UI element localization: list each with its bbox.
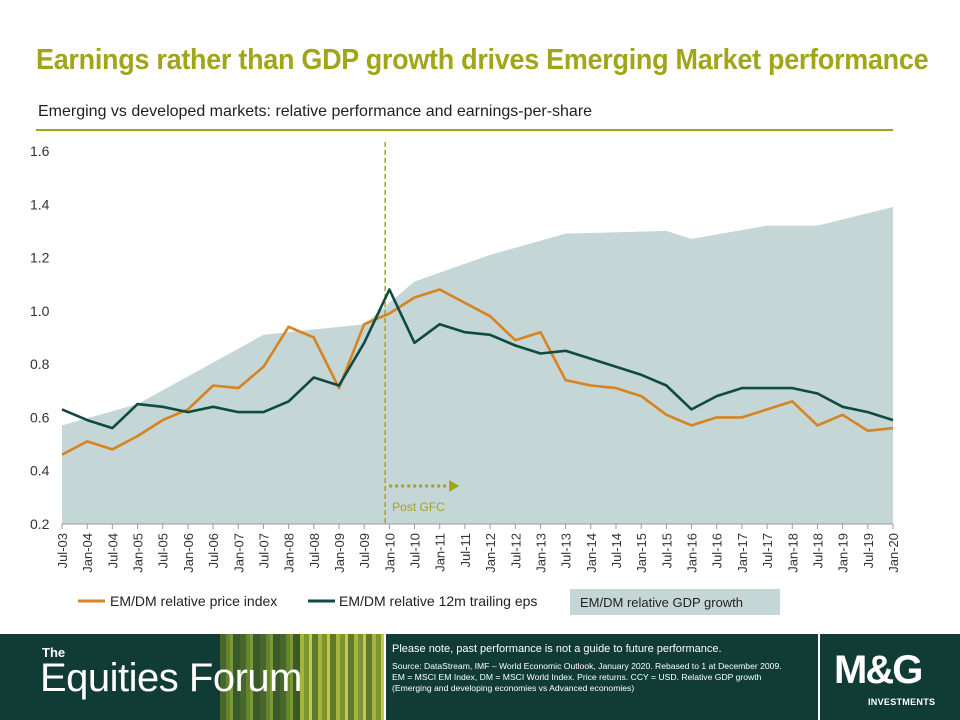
y-tick-label: 0.4 — [30, 463, 50, 479]
x-tick-label: Jan-08 — [282, 533, 297, 573]
x-tick-label: Jul-07 — [256, 533, 271, 568]
chart-subtitle: Emerging vs developed markets: relative … — [38, 103, 593, 120]
x-tick-label: Jan-19 — [836, 533, 851, 573]
x-tick-label: Jan-13 — [533, 533, 548, 573]
mg-logo-subtitle: INVESTMENTS — [868, 697, 936, 707]
legend-gdp-growth: EM/DM relative GDP growth — [580, 595, 743, 610]
x-tick-label: Jan-17 — [735, 533, 750, 573]
page-title: Earnings rather than GDP growth drives E… — [36, 44, 929, 76]
y-tick-label: 0.8 — [30, 356, 50, 372]
x-tick-label: Jul-11 — [458, 533, 473, 567]
y-tick-label: 1.4 — [30, 196, 50, 212]
legend-gdp-growth-swatch — [570, 589, 780, 615]
forum-prefix: The — [42, 645, 66, 660]
x-tick-label: Jul-16 — [710, 533, 725, 568]
y-tick-label: 0.2 — [30, 516, 50, 532]
post-gfc-label: Post GFC — [392, 500, 445, 514]
y-tick-label: 1.6 — [30, 143, 50, 159]
post-gfc-arrow-head — [449, 480, 460, 492]
legend-trailing-eps: EM/DM relative 12m trailing eps — [339, 593, 537, 609]
x-tick-label: Jan-18 — [785, 533, 800, 573]
disclaimer-panel — [384, 634, 820, 720]
x-tick-label: Jul-12 — [508, 533, 523, 568]
x-tick-label: Jul-17 — [760, 533, 775, 568]
gdp-growth-area — [62, 207, 893, 524]
x-tick-label: Jan-04 — [80, 533, 95, 573]
x-tick-label: Jul-03 — [55, 533, 70, 568]
footer-stripes-decoration-2 — [300, 634, 384, 720]
x-tick-label: Jan-06 — [181, 533, 196, 573]
forum-name: Equities Forum — [40, 656, 302, 700]
x-tick-label: Jan-09 — [332, 533, 347, 573]
y-tick-label: 1.0 — [30, 303, 50, 319]
title-divider — [36, 129, 893, 131]
y-tick-label: 0.6 — [30, 409, 50, 425]
disclaimer-text: Please note, past performance is not a g… — [392, 643, 722, 655]
x-tick-label: Jan-20 — [886, 533, 901, 573]
legend-price-index: EM/DM relative price index — [110, 593, 277, 609]
x-tick-label: Jan-16 — [685, 533, 700, 573]
x-tick-label: Jul-09 — [357, 533, 372, 568]
y-tick-label: 1.2 — [30, 250, 50, 266]
x-tick-label: Jan-05 — [131, 533, 146, 573]
x-tick-label: Jul-05 — [156, 533, 171, 568]
x-tick-label: Jul-14 — [609, 533, 624, 568]
x-tick-label: Jul-04 — [105, 533, 120, 568]
x-tick-label: Jul-10 — [408, 533, 423, 568]
source-note: Source: DataStream, IMF – World Economic… — [392, 661, 782, 693]
series-line-2 — [61, 288, 894, 430]
x-tick-label: Jul-15 — [659, 533, 674, 568]
logo-panel — [818, 634, 960, 720]
series-line-1 — [61, 288, 894, 456]
x-tick-label: Jan-10 — [382, 533, 397, 573]
x-tick-label: Jan-07 — [231, 533, 246, 573]
x-tick-label: Jul-19 — [861, 533, 876, 568]
mg-logo: M&G — [834, 648, 923, 692]
x-tick-label: Jul-18 — [810, 533, 825, 568]
x-tick-label: Jan-12 — [483, 533, 498, 573]
x-tick-label: Jan-14 — [584, 533, 599, 573]
x-tick-label: Jan-15 — [634, 533, 649, 573]
x-tick-label: Jul-06 — [206, 533, 221, 568]
x-tick-label: Jan-11 — [433, 533, 448, 572]
x-tick-label: Jul-13 — [559, 533, 574, 568]
chart: 0.2 0.4 0.6 0.8 1.0 1.2 1.4 1.6 Jul-03 Jan-04 Jul… — [30, 142, 901, 615]
x-tick-label: Jul-08 — [307, 533, 322, 568]
